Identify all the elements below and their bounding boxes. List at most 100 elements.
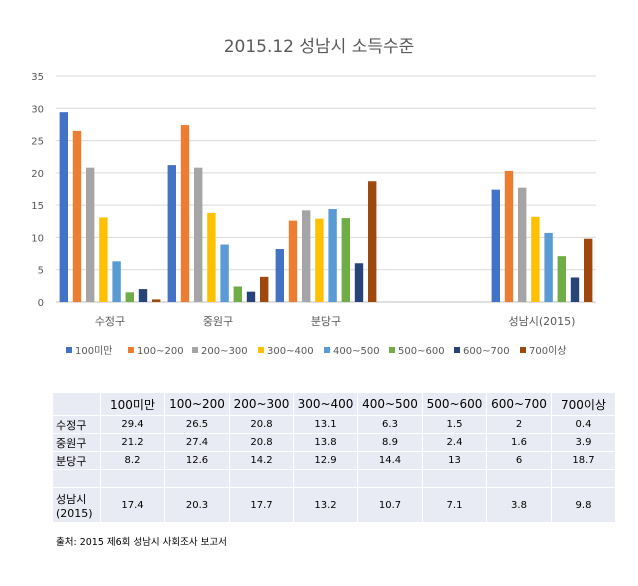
table-cell: 3.8	[486, 487, 552, 523]
bar	[99, 217, 108, 302]
y-tick-label: 5	[38, 266, 44, 277]
table-cell: 10.7	[357, 487, 423, 523]
bar	[112, 261, 121, 302]
y-axis-ticks: 0 5 10 15 20 25 30 35	[31, 72, 44, 309]
table-row-header: 중원구	[52, 433, 101, 452]
table-header-cell: 300~400	[293, 392, 358, 416]
table-cell: 29.4	[100, 415, 165, 434]
table-body: 수정구 29.4 26.5 20.8 13.1 6.3 1.5 2 0.4 중원구 21.2 27.4…	[52, 415, 616, 523]
table-cell: 17.4	[100, 487, 165, 523]
table-cell	[551, 469, 616, 488]
table-cell: 6	[486, 451, 552, 470]
table-cell: 13.8	[293, 433, 358, 452]
legend-label: 700이상	[529, 345, 567, 357]
table-row-header: 분당구	[52, 451, 101, 470]
y-tick-label: 20	[31, 169, 44, 180]
x-axis-categories: 수정구 중원구 분당구 성남시(2015)	[95, 315, 576, 328]
bar	[302, 210, 311, 302]
table-header-cell: 100미만	[100, 392, 165, 416]
x-category-label: 분당구	[311, 315, 341, 328]
table-cell: 13.1	[293, 415, 358, 434]
table-cell: 18.7	[551, 451, 616, 470]
table-row: 중원구 21.2 27.4 20.8 13.8 8.9 2.4 1.6 3.9	[52, 433, 616, 452]
table-cell: 12.6	[164, 451, 230, 470]
table-header-cell: 600~700	[486, 392, 552, 416]
table-corner-cell	[52, 392, 101, 416]
table-cell: 12.9	[293, 451, 358, 470]
legend-swatch	[389, 347, 395, 353]
table-row: 분당구 8.2 12.6 14.2 12.9 14.4 13 6 18.7	[52, 451, 616, 470]
bar	[288, 220, 298, 302]
bar	[531, 216, 540, 302]
bar	[315, 218, 324, 302]
y-tick-label: 15	[31, 201, 44, 212]
bar	[180, 125, 190, 303]
bar	[246, 291, 256, 302]
table-header-row: 100미만 100~200 200~300 300~400 400~500 500~600…	[52, 392, 616, 416]
legend-label: 400~500	[333, 346, 380, 357]
x-category-label: 중원구	[203, 315, 233, 328]
legend-swatch	[66, 347, 72, 353]
table-cell: 0.4	[551, 415, 616, 434]
bar	[59, 112, 68, 302]
legend-swatch	[192, 347, 198, 353]
bar	[518, 187, 527, 302]
table-cell	[422, 469, 487, 488]
bar	[86, 167, 95, 302]
bar	[504, 170, 514, 302]
table-cell: 3.9	[551, 433, 616, 452]
table-cell: 26.5	[164, 415, 230, 434]
legend-swatch	[520, 347, 526, 353]
table-cell: 20.8	[229, 433, 294, 452]
legend-swatch	[324, 347, 330, 353]
table-cell: 17.7	[229, 487, 294, 523]
bar	[138, 289, 148, 302]
y-tick-label: 35	[31, 72, 44, 83]
table-header-cell: 700이상	[551, 392, 616, 416]
bar	[207, 212, 216, 302]
table-cell: 2	[486, 415, 552, 434]
table-cell: 13	[422, 451, 487, 470]
bar	[167, 165, 176, 302]
table-row: 성남시(2015) 17.4 20.3 17.7 13.2 10.7 7.1 3.8 9.8	[52, 487, 616, 523]
legend-label: 100~200	[137, 346, 184, 357]
bar	[125, 292, 134, 302]
y-tick-label: 10	[31, 233, 44, 244]
table-row-header: 성남시(2015)	[52, 487, 101, 523]
grid-lines	[56, 75, 596, 303]
table-cell: 6.3	[357, 415, 423, 434]
legend-label: 300~400	[267, 346, 314, 357]
table-cell: 21.2	[100, 433, 165, 452]
x-category-label: 성남시(2015)	[509, 315, 576, 328]
bar	[544, 232, 553, 302]
income-bar-chart: 2015.12 성남시 소득수준 0 5 10 15 20 25 30 35 수정구 중원구 분당…	[31, 37, 596, 357]
table-cell	[486, 469, 552, 488]
table-cell	[164, 469, 230, 488]
data-table: 100미만 100~200 200~300 300~400 400~500 500~600…	[52, 392, 616, 523]
table-cell: 27.4	[164, 433, 230, 452]
table-cell: 7.1	[422, 487, 487, 523]
bar	[260, 276, 269, 302]
legend-label: 200~300	[201, 346, 248, 357]
legend-swatch	[128, 347, 134, 353]
table-row	[52, 469, 616, 488]
bar	[275, 249, 284, 302]
bar	[194, 167, 203, 302]
table-cell: 8.2	[100, 451, 165, 470]
table-row: 수정구 29.4 26.5 20.8 13.1 6.3 1.5 2 0.4	[52, 415, 616, 434]
table-cell: 2.4	[422, 433, 487, 452]
legend: 100미만 100~200 200~300 300~400 400~500 500~600…	[66, 345, 567, 357]
table-cell	[100, 469, 165, 488]
table-cell: 20.8	[229, 415, 294, 434]
table-cell: 20.3	[164, 487, 230, 523]
bar	[570, 277, 580, 302]
bar	[72, 130, 82, 302]
legend-label: 600~700	[463, 346, 510, 357]
table-header-cell: 400~500	[357, 392, 423, 416]
bar	[584, 238, 593, 302]
table-cell: 1.5	[422, 415, 487, 434]
table-header-cell: 100~200	[164, 392, 230, 416]
bar	[491, 189, 500, 302]
bar	[341, 218, 350, 302]
chart-title: 2015.12 성남시 소득수준	[224, 37, 415, 57]
